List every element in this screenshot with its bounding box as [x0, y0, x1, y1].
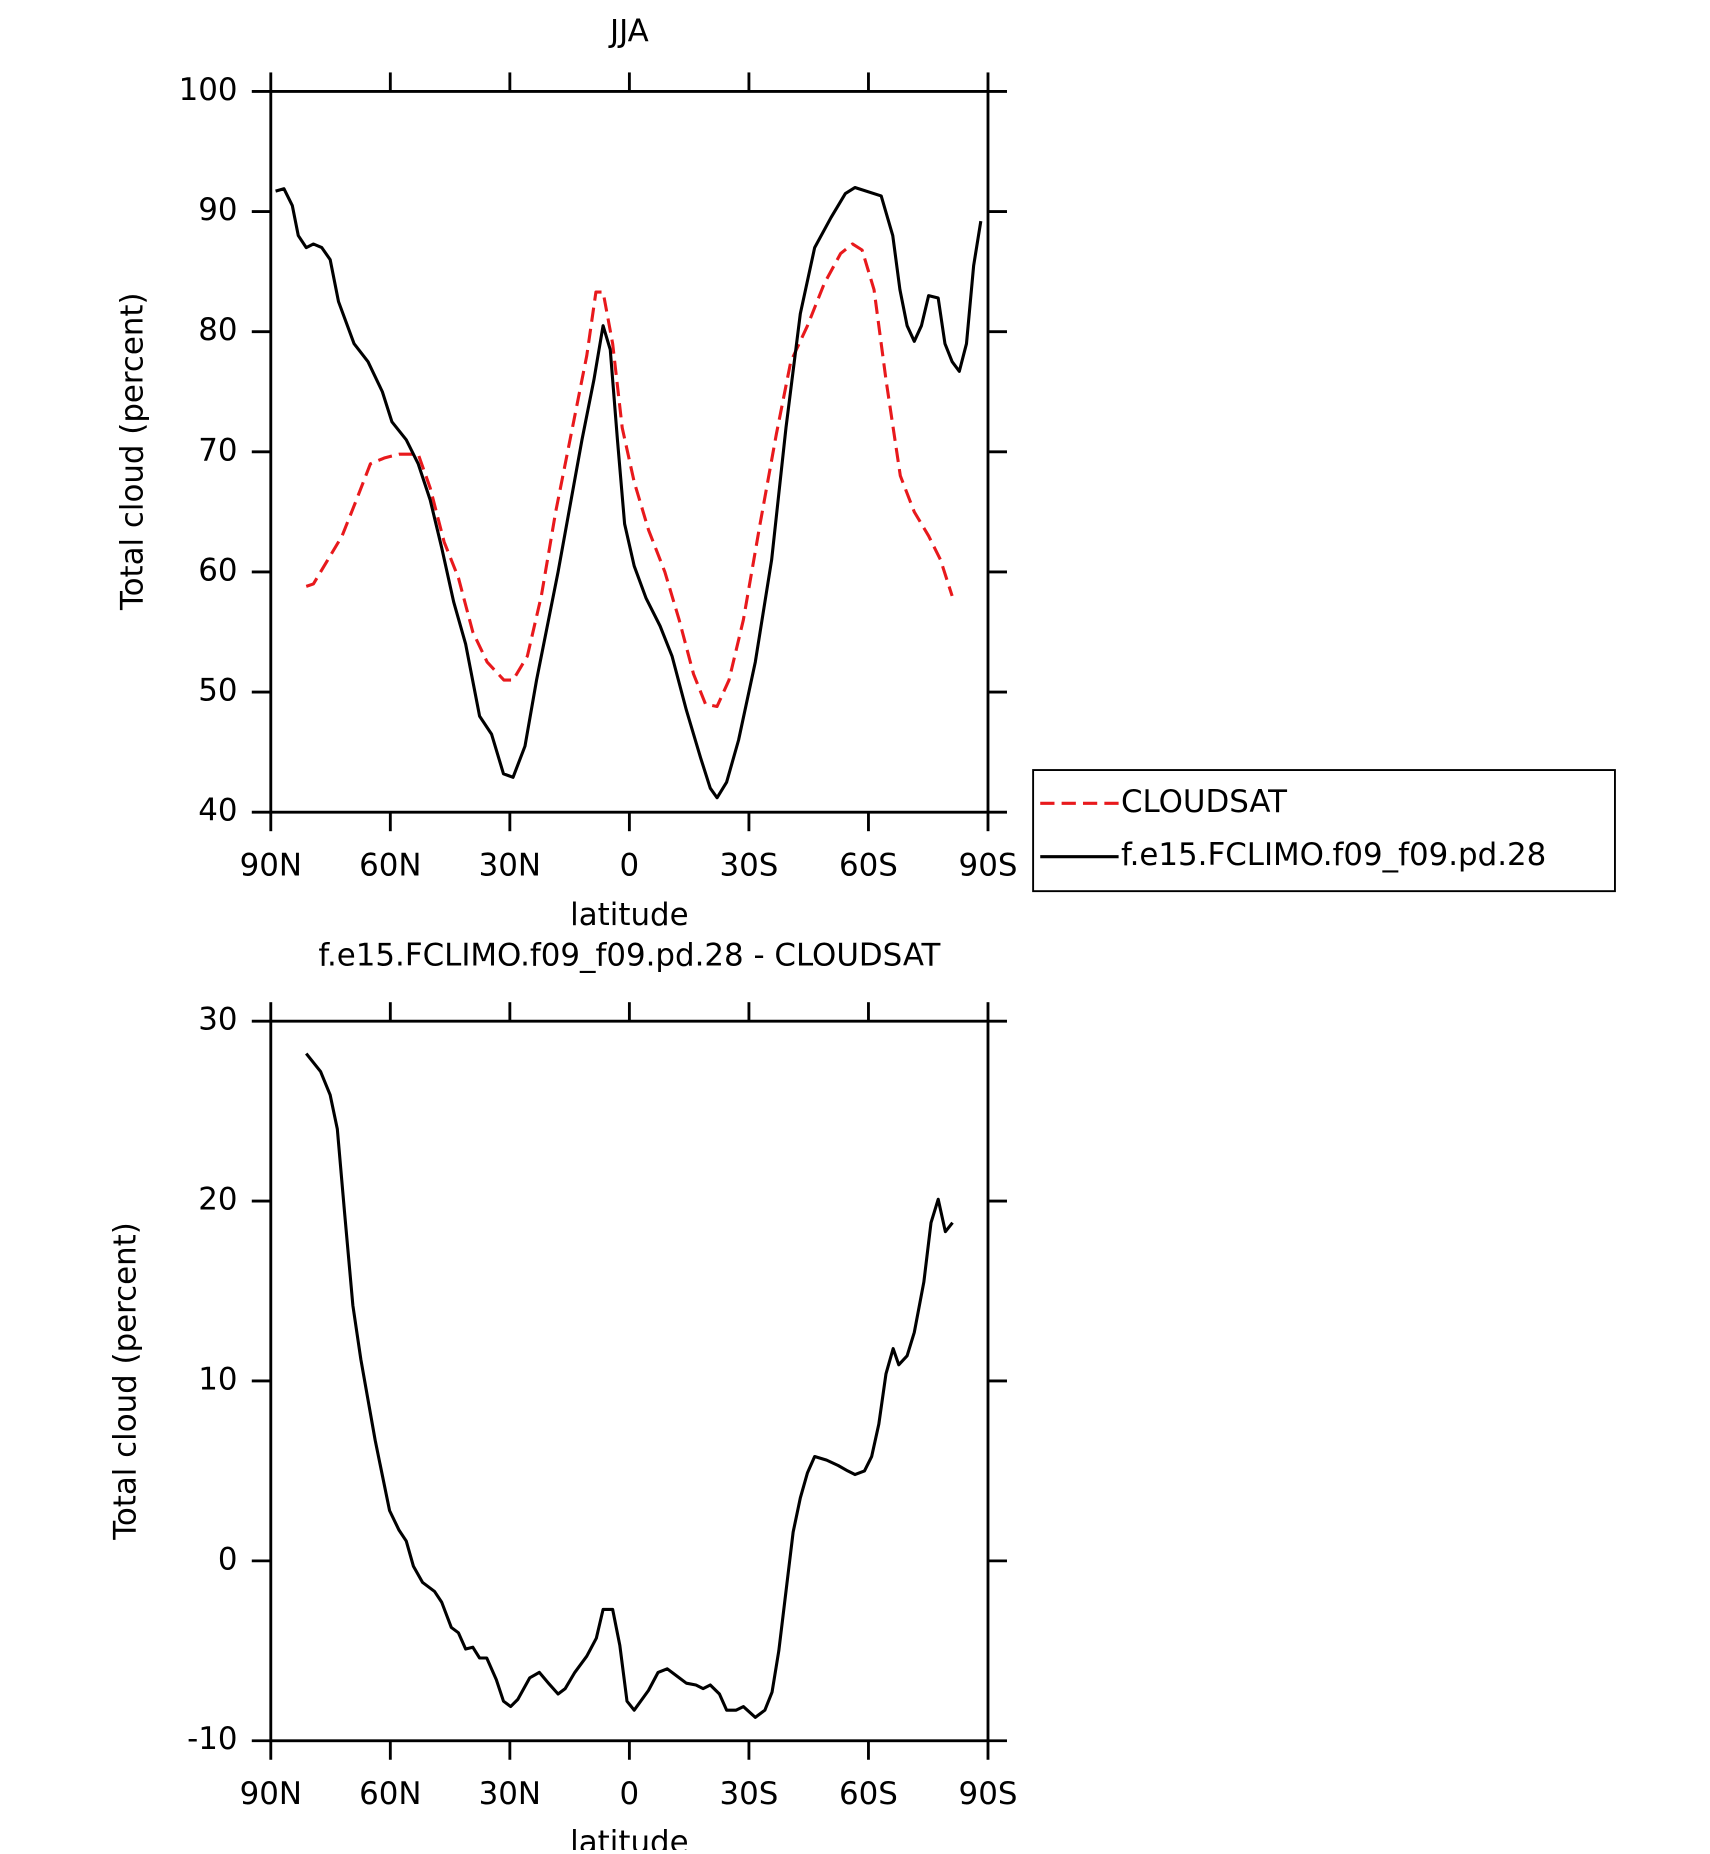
y-tick-label: 0	[218, 1541, 238, 1577]
data-line	[305, 242, 954, 709]
y-tick-label: 10	[198, 1361, 237, 1397]
data-line	[275, 185, 983, 800]
y-axis-label: Total cloud (percent)	[115, 292, 151, 611]
x-tick-label: 60N	[359, 1776, 421, 1812]
x-axis-label: latitude	[570, 897, 688, 933]
x-tick-label: 30N	[479, 847, 541, 883]
y-tick-label: -10	[187, 1721, 237, 1757]
y-tick-label: 30	[198, 1002, 237, 1038]
y-tick-label: 60	[198, 552, 237, 588]
plot-frame	[269, 90, 990, 814]
y-tick-label: 100	[179, 72, 238, 108]
y-tick-label: 90	[198, 192, 237, 228]
y-tick-label: 50	[198, 673, 237, 709]
x-tick-label: 60S	[839, 847, 898, 883]
y-axis-label: Total cloud (percent)	[108, 1222, 144, 1541]
chart-title: f.e15.FCLIMO.f09_f09.pd.28 - CLOUDSAT	[318, 938, 940, 974]
x-tick-label: 90N	[240, 1776, 302, 1812]
y-tick-label: 40	[198, 793, 237, 829]
x-tick-label: 60S	[839, 1776, 898, 1812]
y-tick-label: 70	[198, 432, 237, 468]
x-tick-label: 30S	[719, 847, 778, 883]
x-tick-label: 60N	[359, 847, 421, 883]
x-tick-label: 90N	[240, 847, 302, 883]
x-tick-label: 30S	[719, 1776, 778, 1812]
plot-frame	[269, 1019, 990, 1743]
x-axis-label: latitude	[570, 1825, 688, 1850]
legend-label: CLOUDSAT	[1121, 784, 1287, 820]
x-tick-label: 30N	[479, 1776, 541, 1812]
y-tick-label: 20	[198, 1182, 237, 1218]
data-line	[305, 1052, 954, 1719]
legend-label: f.e15.FCLIMO.f09_f09.pd.28	[1121, 837, 1546, 873]
x-tick-label: 90S	[959, 1776, 1018, 1812]
y-tick-label: 80	[198, 312, 237, 348]
legend-box	[1032, 769, 1616, 893]
chart-title: JJA	[608, 14, 649, 50]
x-tick-label: 90S	[959, 847, 1018, 883]
x-tick-label: 0	[620, 1776, 640, 1812]
x-tick-label: 0	[620, 847, 640, 883]
